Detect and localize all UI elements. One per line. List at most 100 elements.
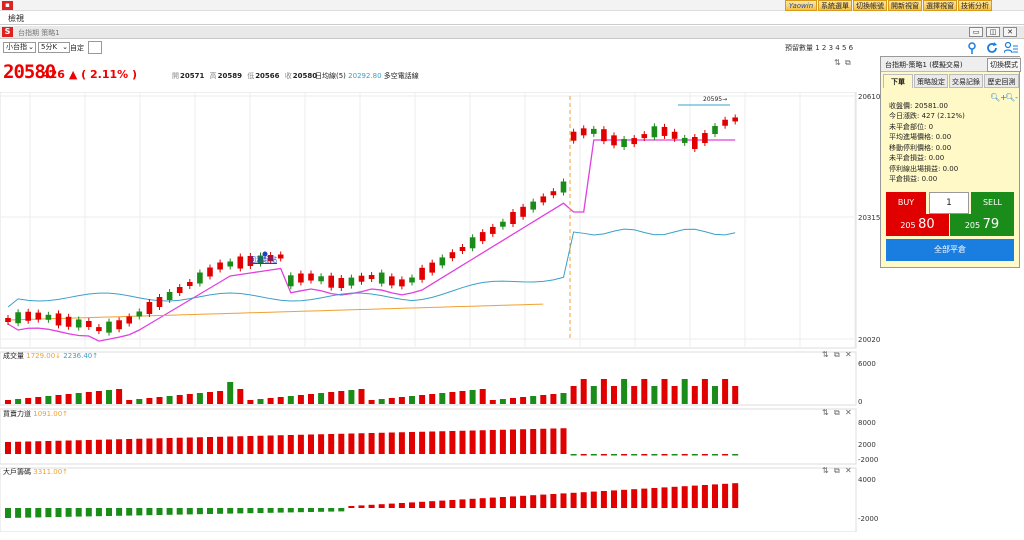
ma-suffix: 多空電話線 [383,72,419,80]
volume-bar [530,396,537,404]
open-label: 開 [172,72,179,80]
signal-icon[interactable] [965,41,979,55]
bigplayer-bar [419,501,426,508]
system-menu-button[interactable]: 系統選單 [818,0,852,11]
tab-backtest[interactable]: 歷史回測 [984,74,1019,88]
minimize-button[interactable]: ▭ [969,27,983,37]
tab-trade-log[interactable]: 交易記錄 [949,74,983,88]
candle-body [358,275,365,282]
bid-price-button[interactable]: 205 80 [886,214,949,236]
ma-orange-line [7,303,544,321]
volume-bar [186,394,193,404]
volume-bar [136,399,143,404]
buysell-bar [227,436,234,454]
close-button[interactable]: ✕ [1003,27,1017,37]
candle-body [348,277,355,286]
buysell-bar [510,429,516,454]
switch-mode-button[interactable]: 切換模式 [987,58,1021,72]
copy-icon[interactable]: ⧉ [845,58,851,67]
candle-body [86,320,92,327]
buysell-bar [176,437,183,454]
volume-copy-icon[interactable]: ⧉ [834,350,840,359]
bigplayer-bar [25,508,32,518]
buysell-bar [287,435,294,454]
bigplayer-bar [641,488,648,508]
buysell-bar [95,439,102,454]
chart-area[interactable] [0,92,880,532]
custom-input[interactable] [88,41,102,54]
bigplayer-bar [5,508,11,518]
close-value: 20580 [292,72,318,80]
buysell-bars [5,428,739,456]
buysell-bar [722,454,729,456]
candle-body [570,131,577,141]
bigplayer-copy-icon[interactable]: ⧉ [834,466,840,475]
reserve-qty-label[interactable]: 預留數量 1 2 3 4 5 6 [785,44,854,52]
backtest-start-label[interactable]: 回測起點 [249,256,277,264]
candle-body [207,267,213,277]
interval-select[interactable]: 5分K ⌄ [38,42,70,53]
change-value: 426 [42,68,65,81]
restore-button[interactable]: ◫ [986,27,1000,37]
buy-button[interactable]: BUY [886,192,926,214]
zoom-out-icon[interactable]: 🔍︎- [1005,93,1019,102]
volume-bar [651,386,658,404]
volume-bar [338,391,345,404]
switch-account-button[interactable]: 切換帳號 [853,0,887,11]
buysell-bar [479,430,486,454]
new-window-button[interactable]: 開新視窗 [888,0,922,11]
tab-strategy-settings[interactable]: 策略設定 [914,74,948,88]
buysell-copy-icon[interactable]: ⧉ [834,408,840,417]
candle-body [136,311,143,317]
bigplayer-bar [570,492,577,508]
buysell-bar [631,454,638,456]
volume-bar [318,393,325,404]
buysell-bar [550,428,557,454]
volume-y-bottom: 0 [858,398,863,406]
bigplayer-bar [732,483,739,508]
candle-body [702,133,708,144]
buysell-settings-icon[interactable]: ⇅ [822,408,829,417]
user-list-icon[interactable] [1004,41,1018,55]
candle-body [419,267,425,280]
select-window-button[interactable]: 選擇視窗 [923,0,957,11]
volume-bar [560,393,567,404]
bigplayer-settings-icon[interactable]: ⇅ [822,466,829,475]
buysell-bar [409,432,415,454]
buysell-bar [671,454,678,456]
settings-icon[interactable]: ⇅ [834,58,841,67]
buysell-bar [116,439,123,454]
volume-bar [641,379,648,404]
buysell-bar [136,438,143,454]
volume-bar [106,390,112,404]
volume-close-icon[interactable]: ✕ [845,350,852,359]
candle-body [318,276,324,282]
menu-view[interactable]: 檢視 [8,14,24,23]
candle-body [55,313,62,326]
volume-settings-icon[interactable]: ⇅ [822,350,829,359]
panel-frame [0,92,857,349]
bigplayer-bar [207,508,213,514]
sell-button[interactable]: SELL [971,192,1014,214]
candle-body [510,212,516,224]
refresh-icon[interactable] [985,41,999,55]
order-qty-input[interactable]: 1 [929,192,969,214]
candle-body [277,254,284,259]
brand-button[interactable]: Yaowin [785,0,817,11]
buysell-bar [45,441,52,454]
buysell-bar [207,437,213,454]
bigplayer-close-icon[interactable]: ✕ [845,466,852,475]
tab-order[interactable]: 下單 [883,74,913,88]
technical-analysis-button[interactable]: 技術分析 [958,0,992,11]
candle-body [5,318,11,322]
close-all-button[interactable]: 全部平倉 [886,239,1014,261]
buysell-bar [5,442,11,454]
zoom-in-icon[interactable]: 🔍︎+ [990,93,1007,102]
volume-bar [550,394,557,404]
chevron-down-icon: ⌄ [28,43,34,51]
window-title: 台指期 策略1 [18,29,60,37]
ask-price-button[interactable]: 205 79 [950,214,1014,236]
product-select[interactable]: 小台指 ⌄ [3,42,36,53]
buysell-close-icon[interactable]: ✕ [845,408,852,417]
bigplayer-title: 大戶籌碼 [3,468,31,476]
